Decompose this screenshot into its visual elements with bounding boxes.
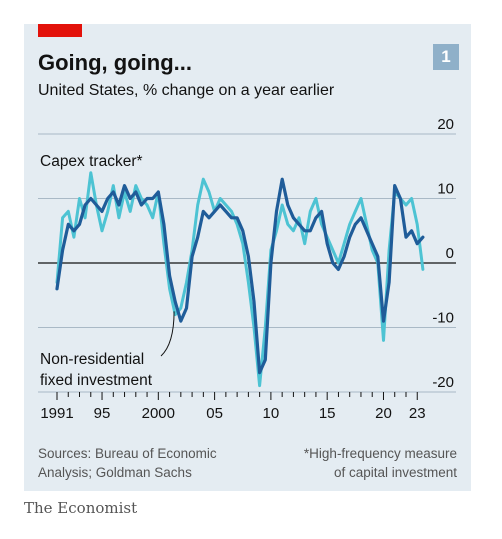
economist-logo: The Economist	[24, 499, 138, 517]
x-tick-label: 23	[409, 405, 426, 422]
annotation-leader	[160, 311, 175, 357]
footnote-text: *High-frequency measure of capital inves…	[303, 446, 457, 480]
investment-line	[55, 177, 425, 375]
chart-subtitle: United States, % change on a year earlie…	[38, 82, 335, 99]
y-tick-label: 20	[437, 116, 454, 133]
x-tick-label: 1991	[40, 405, 73, 422]
x-tick-label: 15	[319, 405, 336, 422]
x-tick-label: 95	[94, 405, 111, 422]
investment-label-line2: fixed investment	[40, 372, 153, 389]
y-tick-label: 10	[437, 181, 454, 198]
x-tick-label: 10	[263, 405, 280, 422]
chart-number-badge: 1	[433, 44, 459, 70]
x-tick-label: 20	[375, 405, 392, 422]
chart-title: Going, going...	[38, 50, 192, 75]
brand-red-bar	[38, 24, 82, 37]
line-chart: 20 10 0 -10 -20 1991 95 2000 05 10 15 20 23 Capex tra…	[38, 116, 456, 422]
investment-label-line1: Non-residential	[40, 351, 144, 368]
sources-text: Sources: Bureau of Economic Analysis; Go…	[38, 446, 217, 480]
y-tick-label: -10	[432, 310, 454, 327]
y-tick-label: -20	[432, 374, 454, 391]
y-tick-label: 0	[446, 245, 454, 262]
capex-tracker-label: Capex tracker*	[40, 153, 143, 170]
x-tick-label: 05	[206, 405, 223, 422]
x-tick-label: 2000	[142, 405, 175, 422]
capex-tracker-line	[55, 171, 425, 388]
chart-panel: 1 Going, going... United States, % chang…	[24, 24, 471, 491]
